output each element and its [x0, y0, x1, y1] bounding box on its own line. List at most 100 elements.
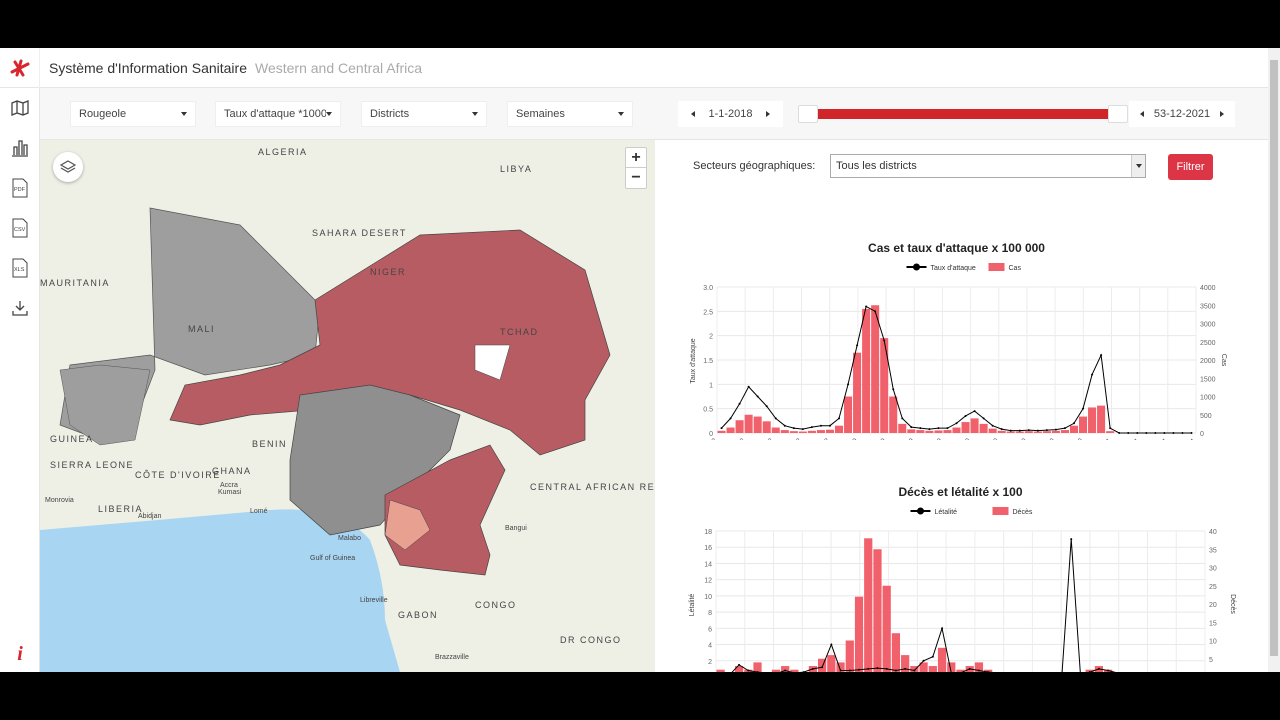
line-point [1009, 429, 1012, 432]
next-start-button[interactable] [766, 111, 771, 117]
map-canvas[interactable]: ALGERIA LIBYA MAURITANIA MALI NIGER TCHAD BENI… [40, 140, 655, 672]
info-icon[interactable]: i [17, 643, 23, 665]
line-point [774, 417, 777, 420]
x-tick-label: S 10 - 2021 [1082, 437, 1113, 440]
y2-tick-label: 15 [1209, 620, 1217, 627]
x-tick-label: S 13 - 2018 [716, 437, 747, 440]
line-point [1136, 432, 1139, 434]
line-point [819, 424, 822, 427]
line-point [1082, 407, 1085, 410]
sidebar-item-xls[interactable]: XLS [0, 248, 39, 288]
line-point [913, 669, 916, 672]
prev-start-button[interactable] [690, 111, 695, 117]
line-point [892, 388, 895, 391]
caret-down-icon [326, 112, 332, 116]
prev-end-button[interactable] [1139, 111, 1144, 117]
line-point [1063, 427, 1066, 430]
region-senegal[interactable] [59, 364, 151, 446]
disease-value: Rougeole [79, 108, 127, 120]
bar [889, 396, 898, 433]
y-tick-label: 1.5 [703, 358, 713, 365]
sidebar-item-csv[interactable]: CSV [0, 208, 39, 248]
filter-button[interactable]: Filtrer [1168, 154, 1213, 180]
line-point [964, 414, 967, 417]
slider-start-handle[interactable] [798, 105, 818, 123]
line-point [910, 426, 913, 429]
next-end-button[interactable] [1220, 111, 1225, 117]
map-label: Gulf of Guinea [310, 555, 355, 562]
line-point [839, 669, 842, 672]
scrollbar-thumb[interactable] [1270, 60, 1278, 656]
zoom-in-button[interactable]: + [626, 148, 646, 168]
bar [844, 396, 853, 433]
line-point [792, 427, 795, 430]
line-point [756, 395, 759, 398]
bar [928, 666, 937, 672]
layers-button[interactable] [53, 152, 83, 182]
line-point [783, 424, 786, 427]
indicator-value: Taux d'attaque *1000( [224, 108, 326, 120]
app-subtitle: Western and Central Africa [255, 59, 423, 76]
period-select[interactable]: Semaines [507, 101, 633, 127]
legend-label: Cas [1009, 265, 1022, 272]
date-range-slider[interactable] [798, 105, 1128, 123]
legend-label: Létalité [935, 509, 958, 516]
map-label: Kumasi [218, 489, 242, 496]
bar [1024, 431, 1033, 433]
y-tick-label: 2 [709, 334, 713, 341]
bar [997, 430, 1006, 433]
download-icon [11, 301, 28, 316]
sidebar-item-pdf[interactable]: PDF [0, 168, 39, 208]
bar [873, 549, 882, 672]
sidebar-item-charts[interactable] [0, 128, 39, 168]
line-point [738, 402, 741, 405]
level-select[interactable]: Districts [361, 101, 487, 127]
zoom-out-button[interactable]: − [631, 169, 641, 186]
line-point [848, 669, 851, 672]
y2-tick-label: 35 [1209, 547, 1217, 554]
map-label: SAHARA DESERT [312, 228, 407, 238]
bar [771, 427, 780, 433]
choropleth-map[interactable]: ALGERIA LIBYA MAURITANIA MALI NIGER TCHAD BENI… [40, 140, 655, 672]
region-cameroon[interactable] [384, 444, 506, 576]
y2-axis-label: Cas [1220, 354, 1227, 367]
line-point [1109, 427, 1112, 430]
bar [864, 538, 873, 672]
line-point [1127, 432, 1130, 434]
region-no-data[interactable] [474, 344, 511, 381]
scrollbar[interactable] [1268, 48, 1280, 672]
bar [919, 662, 928, 672]
bar [1060, 430, 1069, 433]
indicator-select[interactable]: Taux d'attaque *1000( [215, 101, 341, 127]
x-tick-label: S 51 - 2020 [1054, 437, 1085, 440]
x-tick-label: S 1 - 2018 [691, 437, 719, 440]
bar [891, 633, 901, 672]
x-tick-label: S 3 - 2020 [944, 437, 972, 440]
slider-range-fill [808, 109, 1118, 119]
layers-icon [60, 160, 76, 173]
map-label: ALGERIA [258, 147, 308, 157]
y-tick-label: 8 [708, 610, 712, 617]
geo-sectors-select[interactable]: Tous les districts [830, 154, 1146, 178]
legend-label: Taux d'attaque [931, 265, 976, 272]
y-axis-label: Taux d'attaque [690, 338, 697, 383]
bar [988, 428, 997, 433]
bar-chart-icon [11, 140, 28, 157]
bar [762, 421, 771, 433]
sidebar-item-map[interactable] [0, 88, 39, 128]
msf-logo[interactable] [0, 48, 40, 88]
sidebar-item-download[interactable] [0, 288, 39, 328]
svg-text:CSV: CSV [14, 227, 26, 233]
line-point [801, 428, 804, 431]
slider-end-handle[interactable] [1108, 105, 1128, 123]
bar [937, 647, 947, 672]
legend-label: Décès [1013, 509, 1033, 516]
bar [834, 425, 844, 433]
region-light[interactable] [384, 499, 431, 551]
line-point [747, 669, 750, 672]
line-point [955, 422, 958, 425]
disease-select[interactable]: Rougeole [70, 101, 196, 127]
line-point [1172, 432, 1175, 434]
y2-tick-label: 20 [1209, 602, 1217, 609]
bar [716, 669, 725, 672]
